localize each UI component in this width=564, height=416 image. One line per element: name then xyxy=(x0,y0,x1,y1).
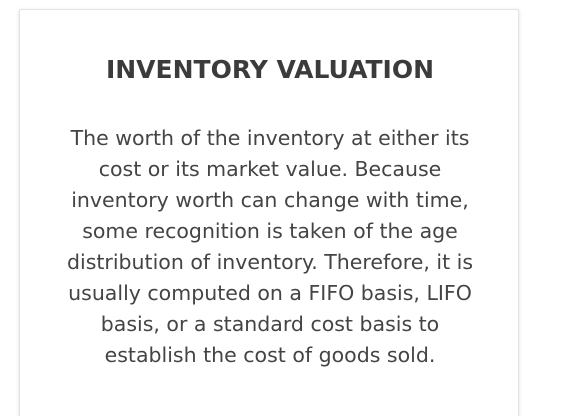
card-description: The worth of the inventory at either its… xyxy=(66,126,474,367)
card-title: INVENTORY VALUATION xyxy=(105,55,435,84)
definition-card: INVENTORY VALUATION The worth of the inv… xyxy=(19,9,519,416)
